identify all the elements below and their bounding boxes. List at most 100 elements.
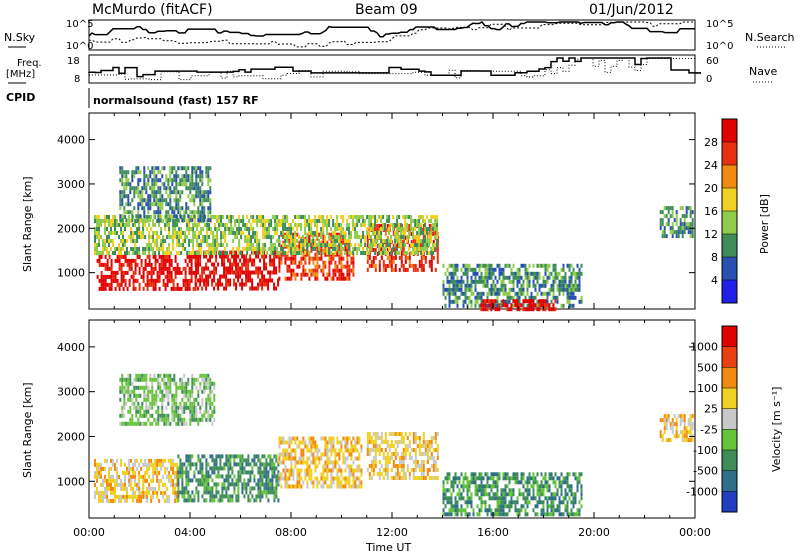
velocity-cell-0 [172, 482, 175, 487]
power-cell-1 [235, 250, 238, 255]
velocity-cell-4 [141, 385, 144, 390]
power-cell-6 [516, 291, 519, 296]
power-cell-4 [312, 247, 315, 251]
velocity-cell-2 [308, 472, 311, 477]
power-cell-5 [177, 174, 180, 179]
power-cell-4 [420, 239, 423, 243]
power-cell-5 [161, 206, 164, 211]
power-cell-4 [410, 219, 413, 223]
power-cell-4 [180, 231, 183, 235]
velocity-cell-4 [189, 413, 192, 418]
velocity-cell-1 [181, 466, 184, 471]
power-cell-2 [326, 272, 329, 277]
power-cell-4 [188, 231, 191, 235]
velocity-cell-1 [223, 494, 226, 499]
velocity-cell-2 [298, 460, 301, 465]
power-cell-4 [422, 251, 425, 255]
velocity-cell-2 [322, 464, 325, 469]
power-cell-4 [426, 231, 429, 235]
power-cell-0 [172, 278, 175, 283]
velocity-cell-4 [163, 377, 166, 382]
power-cell-5 [197, 214, 200, 219]
velocity-cell-0 [94, 462, 96, 467]
power-cell-5 [151, 190, 154, 195]
power-cell-4 [108, 239, 110, 243]
velocity-cell-4 [165, 393, 168, 398]
velocity-cell-1 [195, 490, 198, 495]
velocity-cell-4 [149, 421, 152, 426]
power-cell-5 [207, 174, 210, 179]
power-cell-5 [139, 178, 142, 183]
velocity-cell-2 [342, 484, 345, 489]
power-cell-4 [204, 223, 207, 227]
power-cell-5 [157, 206, 160, 211]
power-cell-6 [516, 275, 519, 280]
velocity-cell-0 [158, 462, 161, 467]
power-cell-4 [318, 251, 321, 255]
power-cell-4 [304, 227, 307, 231]
power-cell-0 [124, 278, 127, 283]
power-cell-5 [199, 174, 202, 179]
velocity-cell-1 [253, 478, 256, 483]
velocity-cell-1 [269, 458, 272, 463]
power-cell-0 [114, 286, 117, 291]
power-cell-0 [164, 274, 167, 279]
velocity-cell-0 [166, 486, 169, 491]
velocity-cell-3 [374, 440, 377, 444]
power-cell-4 [272, 251, 275, 255]
power-cell-4 [284, 223, 287, 227]
velocity-cell-2 [288, 456, 291, 461]
power-cell-5 [135, 166, 138, 171]
velocity-cell-0 [158, 498, 161, 503]
velocity-cell-1 [235, 482, 238, 487]
velocity-cell-0 [116, 482, 118, 487]
power-cell-4 [220, 243, 223, 247]
power-cell-5 [185, 202, 188, 207]
velocity-cell-2 [284, 472, 287, 477]
velocity-cell-4 [161, 397, 164, 402]
power-cell-4 [190, 215, 193, 219]
power-cell-4 [264, 243, 267, 247]
velocity-cell-4 [159, 397, 162, 402]
velocity-cell-1 [223, 478, 226, 483]
velocity-cell-2 [356, 436, 359, 441]
velocity-cell-4 [209, 405, 212, 410]
power-cell-6 [478, 263, 481, 268]
velocity-cell-2 [342, 476, 345, 481]
power-cell-7 [514, 303, 517, 308]
velocity-cell-3 [436, 476, 439, 480]
power-cell-6 [446, 279, 449, 284]
power-cell-3 [392, 259, 395, 264]
power-cell-3 [394, 255, 397, 260]
power-cell-8 [665, 206, 668, 211]
velocity-cell-4 [173, 393, 176, 398]
velocity-cell-1 [265, 474, 268, 479]
power-cell-4 [242, 219, 245, 223]
power-cell-6 [478, 291, 481, 296]
power-cell-1 [271, 270, 274, 275]
velocity-cell-3 [366, 432, 369, 436]
power-cell-7 [482, 303, 485, 308]
power-cell-4 [256, 239, 259, 243]
power-cell-2 [306, 272, 309, 277]
velocity-cell-2 [348, 472, 351, 477]
power-cell-4 [404, 231, 407, 235]
power-cell-1 [263, 266, 266, 271]
velocity-cell-3 [414, 456, 417, 460]
velocity-cell-1 [245, 490, 248, 495]
power-cell-4 [372, 231, 375, 235]
power-cell-6 [576, 287, 579, 292]
power-cell-8 [691, 210, 694, 215]
velocity-cell-2 [334, 452, 337, 457]
velocity-cell-2 [312, 440, 315, 445]
velocity-cell-4 [143, 393, 146, 398]
power-cell-5 [189, 190, 192, 195]
power-cell-5 [189, 182, 192, 187]
velocity-cell-4 [149, 401, 152, 406]
velocity-cell-2 [340, 444, 343, 449]
power-cell-2 [320, 256, 323, 261]
power-cell-6 [572, 283, 575, 288]
power-cell-6 [466, 275, 469, 280]
power-cell-6 [476, 295, 479, 300]
power-cell-4 [422, 239, 425, 243]
